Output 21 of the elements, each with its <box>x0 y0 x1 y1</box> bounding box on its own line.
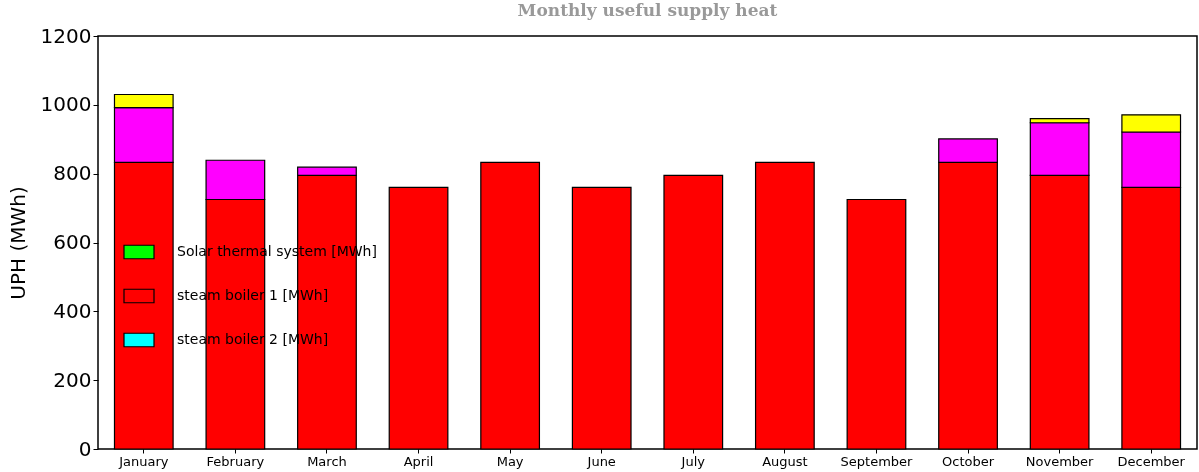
x-tick-label: September <box>840 453 914 469</box>
x-tick-label: March <box>307 453 347 469</box>
x-tick-label: May <box>496 453 524 469</box>
y-tick-label: 0 <box>78 436 92 461</box>
x-tick-label: February <box>206 453 265 469</box>
y-tick-label: 600 <box>53 230 92 254</box>
y-tick-label: 400 <box>53 298 92 323</box>
x-tick-label: January <box>118 453 169 469</box>
x-tick-label: October <box>942 453 995 469</box>
chart-title: Monthly useful supply heat <box>517 0 778 20</box>
y-tick-label: 200 <box>53 367 92 392</box>
x-tick-label: July <box>680 453 706 469</box>
x-tick-label: August <box>762 453 808 469</box>
x-tick-label: December <box>1117 453 1186 469</box>
x-tick-label: April <box>403 453 434 469</box>
x-tick-label: November <box>1025 453 1095 469</box>
y-tick-label: 800 <box>53 161 92 186</box>
y-axis-title: UPH (MWh) <box>5 186 30 300</box>
y-tick-label: 1200 <box>40 23 92 48</box>
x-tick-label: June <box>586 453 616 469</box>
y-tick-label: 1000 <box>40 92 92 117</box>
